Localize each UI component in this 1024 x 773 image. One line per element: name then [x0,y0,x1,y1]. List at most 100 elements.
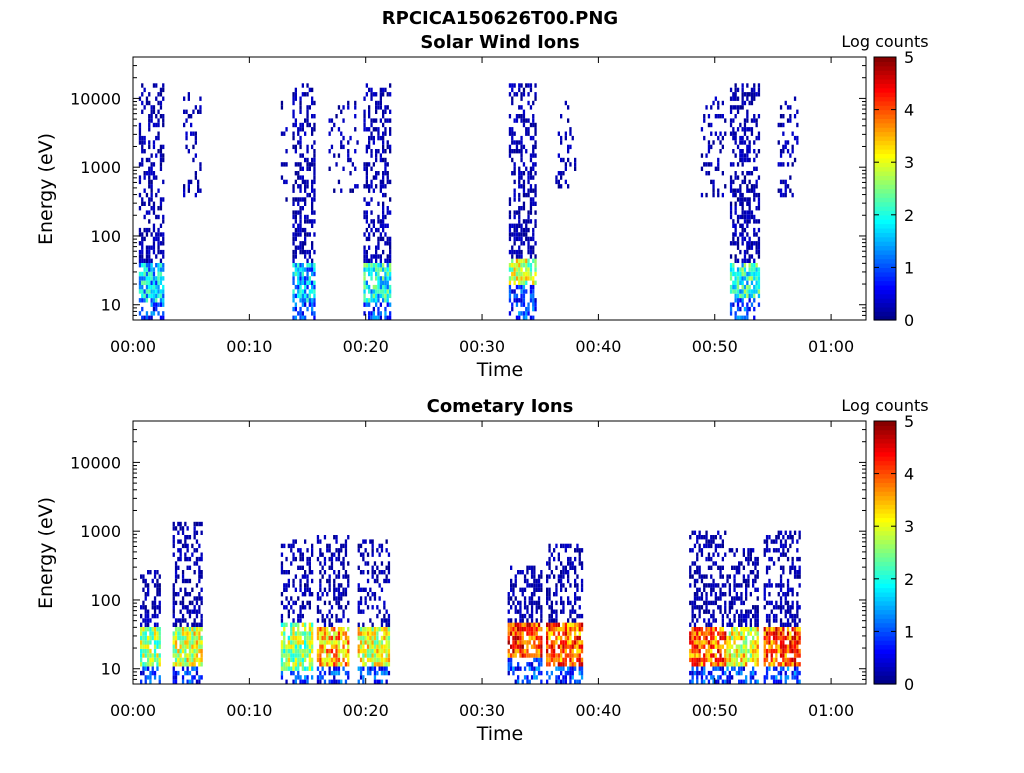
solar-wind-cell [311,271,314,277]
cometary-cell [735,653,738,658]
solar-wind-cell [148,289,151,294]
solar-wind-cell [297,245,300,250]
solar-wind-cell [779,188,783,193]
cometary-cell [147,675,150,680]
solar-wind-y-tick-label: 100 [90,227,121,246]
solar-wind-cell [157,232,160,237]
cometary-cell [362,609,365,614]
cometary-cell [578,679,581,684]
cometary-cell [297,548,300,553]
cometary-cell [728,583,731,588]
solar-wind-cell [199,96,202,101]
cometary-cell [562,679,565,684]
solar-wind-cell [382,276,385,281]
solar-wind-cell [389,210,392,215]
cometary-cell [557,644,560,649]
cometary-cell [710,574,713,579]
cometary-cell [569,631,572,636]
cometary-cell [724,552,727,557]
cometary-cell [742,662,745,667]
cometary-cell [798,631,801,636]
cometary-cell [703,609,706,614]
cometary-cell [535,622,538,627]
solar-wind-cell [292,131,295,136]
cometary-cell [555,613,558,619]
cometary-cell [740,600,743,606]
cometary-cell [569,666,572,671]
figure-title: RPCICA150626T00.PNG [382,8,618,29]
cometary-cell [798,635,801,641]
cometary-burst-6 [546,543,584,684]
solar-wind-cell [736,245,740,250]
solar-wind-cell [784,184,787,189]
solar-wind-cell [313,192,316,198]
cometary-cell [546,670,549,676]
cometary-cell [335,640,338,645]
solar-wind-cell [351,162,354,167]
solar-wind-cell [347,153,350,158]
cometary-colorbar-step [874,600,896,606]
cometary-cell [728,631,731,636]
cometary-cell [553,662,556,667]
solar-wind-cell [304,293,307,299]
cometary-cell [507,666,510,671]
solar-wind-cell [729,306,733,312]
cometary-cell [144,644,147,649]
solar-wind-cell [532,135,535,141]
cometary-cell [316,679,320,684]
cometary-cell [537,657,541,663]
cometary-cell [299,644,302,649]
cometary-cell [540,574,543,579]
solar-wind-cell [150,302,153,307]
solar-wind-cell [138,298,142,303]
cometary-cell [179,618,182,623]
solar-wind-cell [148,249,151,255]
cometary-cell [569,565,572,570]
solar-wind-cell [141,157,144,163]
solar-wind-cell [145,276,149,281]
solar-wind-cell [736,306,740,312]
solar-wind-cell [518,298,521,303]
cometary-cell [177,627,180,632]
cometary-cell [359,675,363,680]
cometary-cell [373,675,377,680]
cometary-cell [550,622,553,627]
cometary-cell [731,600,734,606]
solar-wind-cell [143,175,146,180]
cometary-cell [191,609,194,614]
solar-wind-cell [743,227,747,233]
solar-wind-cell [143,188,146,193]
cometary-cell [703,644,706,649]
solar-wind-cell [755,219,758,224]
solar-wind-cell [522,227,526,233]
cometary-cell [519,666,522,671]
solar-wind-cell [155,298,158,303]
cometary-cell [749,570,752,575]
cometary-colorbar-step [874,679,896,685]
solar-wind-cell [743,140,747,145]
solar-wind-title: Solar Wind Ions [420,32,579,53]
solar-wind-cell [779,114,783,119]
solar-wind-cell [365,302,368,307]
cometary-cell [735,627,738,632]
cometary-cell [380,670,384,676]
solar-wind-cell [354,114,357,119]
solar-wind-cell [527,271,530,277]
solar-wind-cell [138,311,142,316]
cometary-cell [507,596,510,601]
cometary-cell [731,666,734,671]
cometary-cell [140,605,143,610]
cometary-cell [756,570,759,575]
solar-wind-cell [564,166,567,171]
cometary-cell [304,675,307,680]
solar-wind-cell [159,249,163,255]
solar-wind-cell [729,254,733,259]
solar-wind-cell [741,241,744,246]
solar-wind-cell [372,298,375,303]
solar-wind-cell [384,149,387,154]
cometary-cell [144,635,147,641]
cometary-cell [707,670,711,676]
solar-wind-colorbar-step [874,241,896,247]
solar-wind-colorbar-step [874,227,896,233]
cometary-cell [535,631,538,636]
